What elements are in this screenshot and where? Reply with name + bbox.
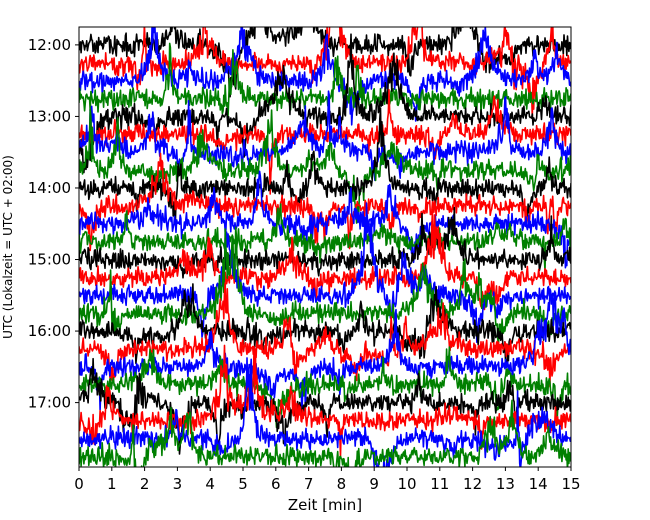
y-tick-label: 16:00 [28, 322, 71, 340]
x-tick-label: 0 [74, 475, 84, 493]
x-tick-label: 1 [107, 475, 117, 493]
trace-line [79, 288, 571, 413]
x-tick-label: 10 [397, 475, 416, 493]
y-tick-label: 13:00 [28, 107, 71, 125]
trace-line [79, 33, 571, 174]
x-tick-label: 12 [463, 475, 482, 493]
trace-line [79, 208, 571, 311]
x-tick-label: 6 [271, 475, 281, 493]
y-tick-label: 17:00 [28, 394, 71, 412]
x-tick-label: 9 [369, 475, 379, 493]
trace-line [79, 152, 571, 252]
trace-line [79, 399, 571, 467]
trace-line [79, 282, 571, 388]
x-tick-label: 15 [561, 475, 580, 493]
trace-line [79, 203, 571, 272]
y-axis-label: UTC (Lokalzeit = UTC + 02:00) [1, 155, 15, 339]
trace-line [79, 107, 571, 226]
trace-line [79, 108, 571, 224]
x-axis-label: Zeit [min] [288, 496, 362, 514]
y-axis: 12:00 13:00 14:00 15:00 16:00 17:00 [28, 36, 79, 412]
trace-line [79, 90, 571, 182]
trace-lines [79, 27, 571, 467]
y-tick-label: 14:00 [28, 179, 71, 197]
plot-frame [78, 26, 572, 468]
trace-line [79, 344, 571, 457]
y-tick-label: 12:00 [28, 36, 71, 54]
trace-line [79, 42, 571, 118]
x-axis: 0 1 2 3 4 5 6 7 8 9 10 11 12 13 14 15 [74, 467, 581, 493]
x-tick-label: 11 [430, 475, 449, 493]
trace-line [79, 346, 571, 429]
trace-line [79, 357, 571, 455]
x-tick-label: 7 [304, 475, 314, 493]
trace-line [79, 206, 571, 279]
y-tick-label: 15:00 [28, 251, 71, 269]
x-tick-label: 5 [238, 475, 248, 493]
x-tick-label: 2 [140, 475, 150, 493]
x-tick-label: 8 [337, 475, 347, 493]
x-tick-label: 3 [173, 475, 183, 493]
trace-line [79, 27, 571, 126]
trace-line [79, 226, 571, 344]
x-tick-label: 4 [205, 475, 215, 493]
x-tick-label: 13 [496, 475, 515, 493]
x-tick-label: 14 [529, 475, 548, 493]
trace-line [79, 89, 571, 195]
trace-line [79, 170, 571, 269]
